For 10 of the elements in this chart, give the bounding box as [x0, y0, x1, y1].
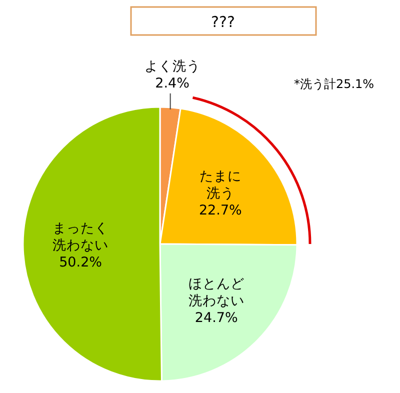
slice-label: まったく洗わない: [52, 220, 109, 254]
text: *洗う計25.1%: [294, 77, 374, 91]
data-label: 50.2%: [59, 254, 102, 270]
slice-label: よく洗う: [144, 58, 200, 74]
data-label: 24.7%: [194, 310, 238, 326]
data-label: 22.7%: [198, 202, 242, 218]
slice-label: ほとんど洗わない: [188, 276, 244, 310]
chart-title: ???: [211, 13, 235, 31]
data-label: 2.4%: [155, 75, 190, 92]
slice-label: たまに洗う: [199, 168, 242, 202]
